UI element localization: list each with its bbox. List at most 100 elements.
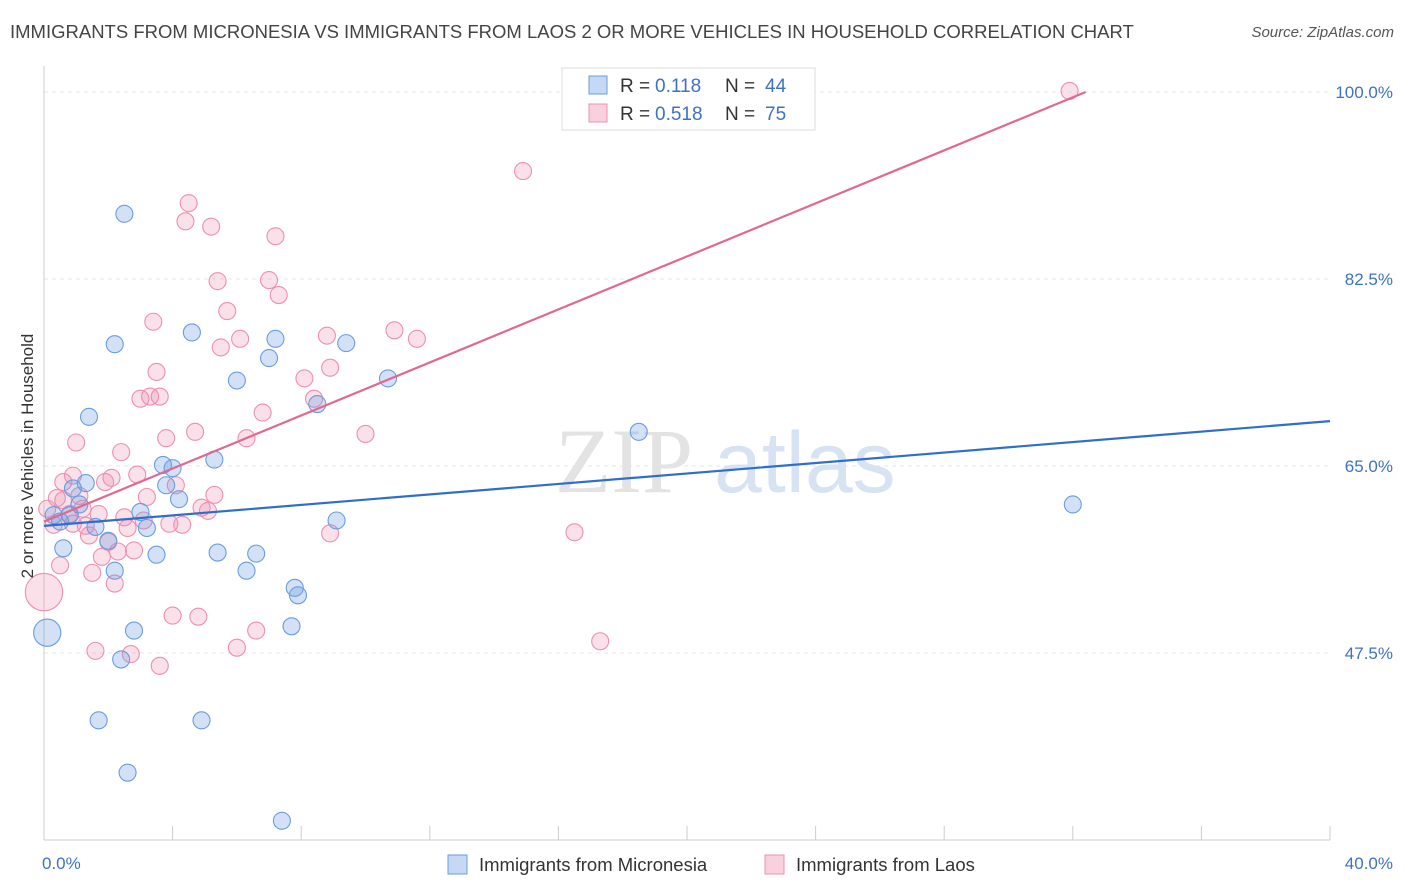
bottom-legend-laos: Immigrants from Laos: [796, 854, 975, 875]
point-micronesia-22: [169, 490, 189, 509]
x-tick-labels: 0.0% 40.0%: [42, 854, 1393, 873]
point-micronesia-3: [54, 539, 73, 558]
point-micronesia-10: [99, 531, 118, 550]
y-tick-label-0: 47.5%: [1345, 644, 1393, 663]
point-laos-35: [150, 387, 169, 406]
point-micronesia-38: [629, 422, 648, 441]
point-laos-69: [513, 162, 533, 181]
point-micronesia-18: [147, 545, 166, 564]
point-laos-63: [317, 326, 336, 345]
point-micronesia-11: [105, 335, 124, 354]
point-laos-37: [157, 429, 176, 448]
point-laos-71: [591, 632, 610, 651]
point-laos-41: [173, 515, 192, 534]
source-label: Source: ZipAtlas.com: [1251, 24, 1394, 41]
bottom-legend: Immigrants from Micronesia Immigrants fr…: [447, 854, 975, 875]
bottom-legend-micronesia: Immigrants from Micronesia: [479, 854, 708, 875]
point-micronesia-20: [157, 476, 176, 495]
point-laos-47: [198, 501, 218, 520]
point-micronesia-23: [182, 323, 201, 342]
point-laos-56: [247, 621, 266, 640]
legend-r-label-1: R =: [620, 76, 650, 97]
point-micronesia-8: [79, 407, 99, 426]
point-micronesia-14: [115, 204, 134, 223]
point-micronesia-29: [259, 349, 279, 368]
point-laos-54: [231, 329, 250, 348]
point-micronesia-36: [337, 334, 356, 353]
y-tick-label-1: 65.0%: [1345, 457, 1393, 476]
point-micronesia-35: [327, 511, 346, 530]
point-laos-5: [54, 472, 73, 492]
watermark-zip: ZIP: [555, 410, 693, 512]
bottom-legend-swatch-laos: [764, 854, 785, 875]
point-laos-9: [67, 433, 86, 452]
point-laos-40: [166, 476, 185, 495]
point-laos-64: [321, 358, 340, 377]
point-laos-70: [565, 523, 584, 542]
point-laos-24: [115, 508, 134, 527]
point-micronesia-39: [1063, 495, 1082, 514]
point-laos-27: [124, 541, 144, 560]
bottom-legend-swatch-micronesia: [447, 854, 468, 875]
y-tick-label-3: 100.0%: [1335, 83, 1393, 102]
point-laos-58: [259, 271, 279, 290]
point-laos-20: [102, 468, 121, 487]
point-laos-42: [176, 212, 195, 231]
series-laos-points: [24, 81, 1079, 675]
point-laos-15: [86, 641, 105, 660]
point-laos-52: [218, 302, 237, 321]
legend-n-value-1: 44: [765, 76, 787, 97]
point-micronesia-15: [124, 621, 144, 640]
point-micronesia-16: [131, 502, 150, 522]
axes: [43, 66, 1331, 841]
point-laos-61: [295, 369, 314, 388]
legend-swatch-micronesia: [588, 75, 608, 95]
point-micronesia-17: [137, 518, 156, 538]
point-laos-53: [227, 638, 246, 657]
point-laos-43: [179, 194, 198, 213]
point-laos-50: [208, 272, 227, 291]
point-laos-49: [205, 485, 224, 504]
legend-r-label-2: R =: [620, 104, 650, 125]
point-laos-46: [189, 607, 208, 626]
point-laos-44: [186, 422, 205, 441]
point-micronesia-27: [237, 561, 256, 580]
legend-r-value-1: 0.118: [655, 76, 701, 97]
y-axis-label: 2 or more Vehicles in Household: [18, 334, 37, 579]
point-laos-57: [253, 403, 272, 422]
point-laos-32: [141, 387, 160, 406]
point-laos-67: [385, 321, 404, 340]
point-laos-66: [356, 424, 375, 444]
point-laos-21: [105, 574, 124, 593]
point-laos-59: [266, 227, 285, 246]
legend-swatch-laos: [588, 103, 608, 123]
point-laos-26: [121, 645, 140, 664]
point-micronesia-43: [272, 811, 291, 830]
point-micronesia-33: [288, 586, 308, 605]
trend-line-micronesia: [43, 420, 1331, 527]
point-laos-60: [269, 285, 288, 305]
point-laos-31: [137, 487, 156, 507]
point-laos-34: [147, 362, 166, 382]
chart-title: IMMIGRANTS FROM MICRONESIA VS IMMIGRANTS…: [10, 21, 1134, 42]
point-laos-25: [118, 518, 137, 538]
point-laos-51: [211, 338, 230, 357]
x-tick-label-0: 0.0%: [42, 854, 81, 873]
point-micronesia-26: [227, 371, 246, 390]
point-laos-33: [144, 312, 163, 331]
point-laos-23: [112, 443, 131, 462]
legend-r-value-2: 0.518: [655, 104, 703, 125]
legend-n-value-2: 75: [765, 104, 786, 125]
trend-line-laos: [43, 91, 1087, 523]
y-tick-label-2: 82.5%: [1345, 270, 1393, 289]
series-micronesia-points: [33, 204, 1082, 830]
x-tick-label-1: 40.0%: [1345, 854, 1393, 873]
point-laos-17: [92, 547, 111, 566]
point-micronesia-41: [192, 711, 211, 730]
point-laos-14: [83, 563, 102, 582]
point-laos-39: [163, 606, 182, 625]
point-laos-4: [51, 556, 70, 575]
y-tick-labels: 47.5% 65.0% 82.5% 100.0%: [1335, 83, 1393, 663]
legend-n-label-2: N =: [725, 104, 755, 125]
